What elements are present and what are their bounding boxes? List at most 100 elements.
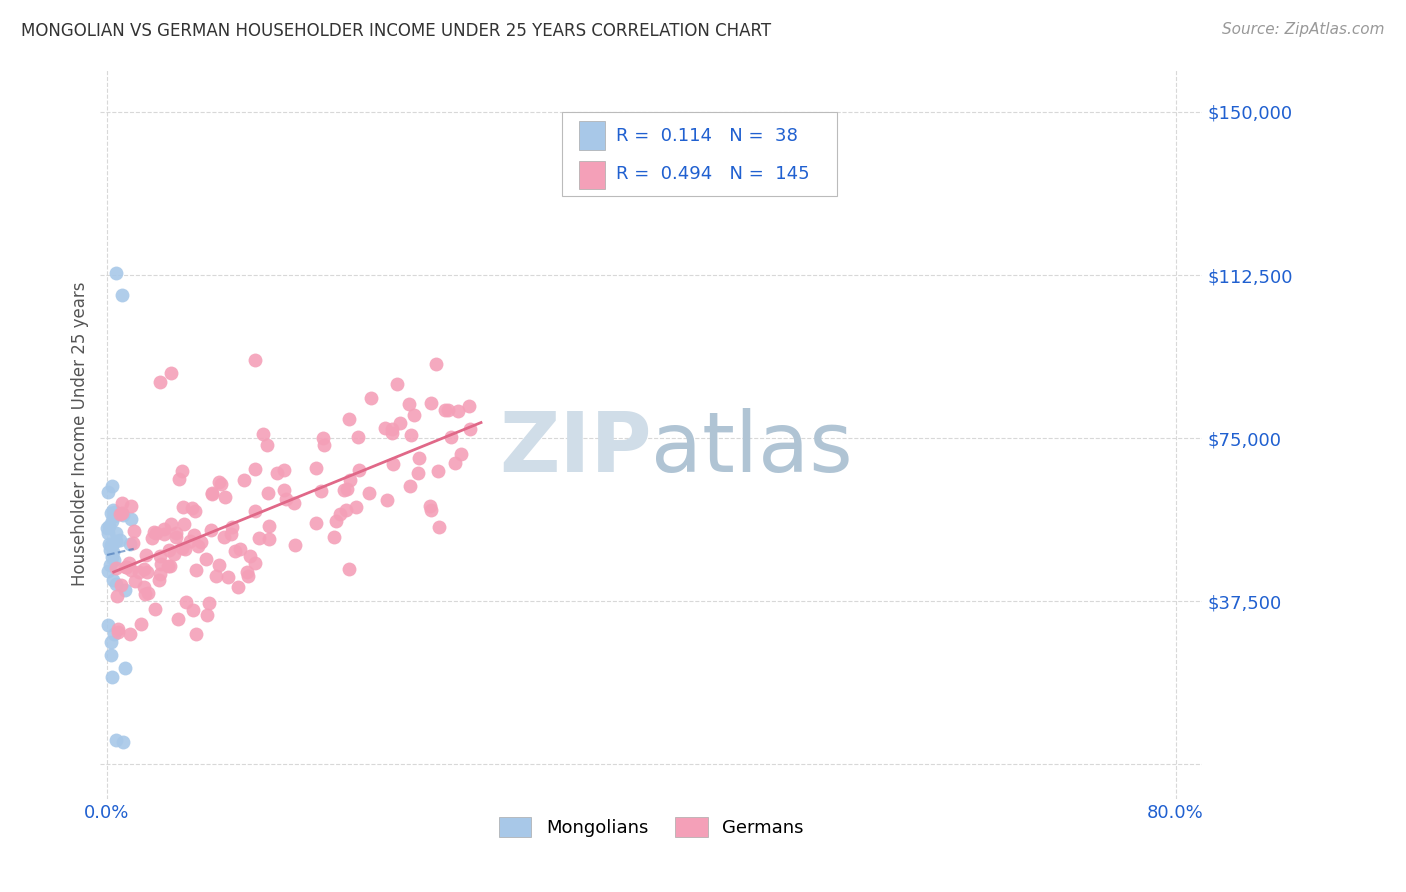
Point (184, 504, 207, 518)
Point (104, 577, 127, 591)
Point (148, 573, 170, 587)
Point (243, 556, 266, 570)
Point (134, 587, 156, 601)
Point (124, 574, 146, 589)
Point (205, 568, 228, 582)
Point (425, 357, 447, 371)
Point (305, 516, 328, 531)
Point (101, 479, 124, 493)
Point (181, 500, 204, 515)
Point (114, 582, 136, 597)
Point (105, 526, 128, 541)
Point (103, 573, 125, 587)
Point (284, 538, 307, 552)
Text: Source: ZipAtlas.com: Source: ZipAtlas.com (1222, 22, 1385, 37)
Point (333, 483, 356, 497)
Point (347, 463, 370, 477)
Point (336, 482, 359, 496)
Point (183, 528, 205, 542)
Point (419, 396, 441, 410)
Point (243, 352, 266, 367)
Point (235, 565, 257, 579)
Point (427, 464, 450, 478)
Point (165, 525, 187, 540)
Point (335, 503, 357, 517)
Point (198, 596, 221, 610)
Point (283, 495, 305, 509)
Point (165, 530, 187, 544)
Point (186, 563, 208, 577)
Point (212, 530, 235, 544)
Point (118, 556, 141, 570)
Point (450, 447, 472, 461)
Point (339, 473, 361, 487)
Point (149, 557, 172, 571)
Point (103, 505, 125, 519)
Point (141, 532, 163, 546)
Point (101, 670, 124, 684)
Point (420, 503, 443, 517)
Point (105, 589, 128, 603)
Point (447, 404, 470, 418)
Point (97, 484, 120, 499)
Point (114, 559, 136, 574)
Point (159, 558, 181, 573)
Point (195, 552, 218, 566)
Point (104, 733, 127, 747)
Point (122, 524, 145, 538)
Point (323, 530, 346, 544)
Point (419, 499, 441, 513)
Point (149, 549, 172, 563)
Point (329, 508, 352, 522)
Point (118, 537, 141, 551)
Point (219, 527, 242, 541)
Point (101, 538, 124, 552)
Point (305, 461, 328, 475)
Point (98, 537, 121, 551)
Point (132, 580, 155, 594)
Point (440, 430, 463, 444)
Point (359, 486, 381, 500)
Point (111, 508, 134, 522)
Point (360, 391, 382, 405)
Point (100, 514, 122, 528)
Point (120, 563, 142, 577)
Point (217, 570, 239, 584)
Point (134, 562, 156, 576)
Point (344, 500, 367, 514)
Point (167, 612, 190, 626)
Point (108, 533, 131, 548)
Point (128, 565, 150, 579)
Point (98, 543, 121, 558)
Point (114, 661, 136, 675)
Point (115, 560, 138, 574)
Point (111, 506, 134, 520)
Point (347, 430, 370, 444)
Point (257, 533, 280, 547)
Y-axis label: Householder Income Under 25 years: Householder Income Under 25 years (72, 282, 89, 586)
Point (103, 553, 125, 567)
Point (325, 514, 347, 528)
Point (381, 425, 404, 440)
Point (266, 466, 288, 480)
Point (149, 375, 172, 389)
Point (100, 549, 122, 564)
Point (381, 422, 404, 436)
Text: MONGOLIAN VS GERMAN HOUSEHOLDER INCOME UNDER 25 YEARS CORRELATION CHART: MONGOLIAN VS GERMAN HOUSEHOLDER INCOME U… (21, 22, 772, 40)
Point (229, 541, 252, 556)
Point (458, 422, 481, 436)
Point (243, 461, 266, 475)
Point (274, 491, 297, 506)
Point (209, 477, 232, 491)
Point (167, 472, 190, 486)
Point (156, 558, 179, 573)
Point (136, 565, 159, 579)
Point (159, 366, 181, 380)
Point (176, 595, 198, 609)
Point (389, 416, 412, 430)
Point (312, 431, 335, 445)
Point (107, 625, 129, 640)
Point (170, 464, 193, 478)
Point (100, 538, 122, 552)
Point (100, 506, 122, 520)
